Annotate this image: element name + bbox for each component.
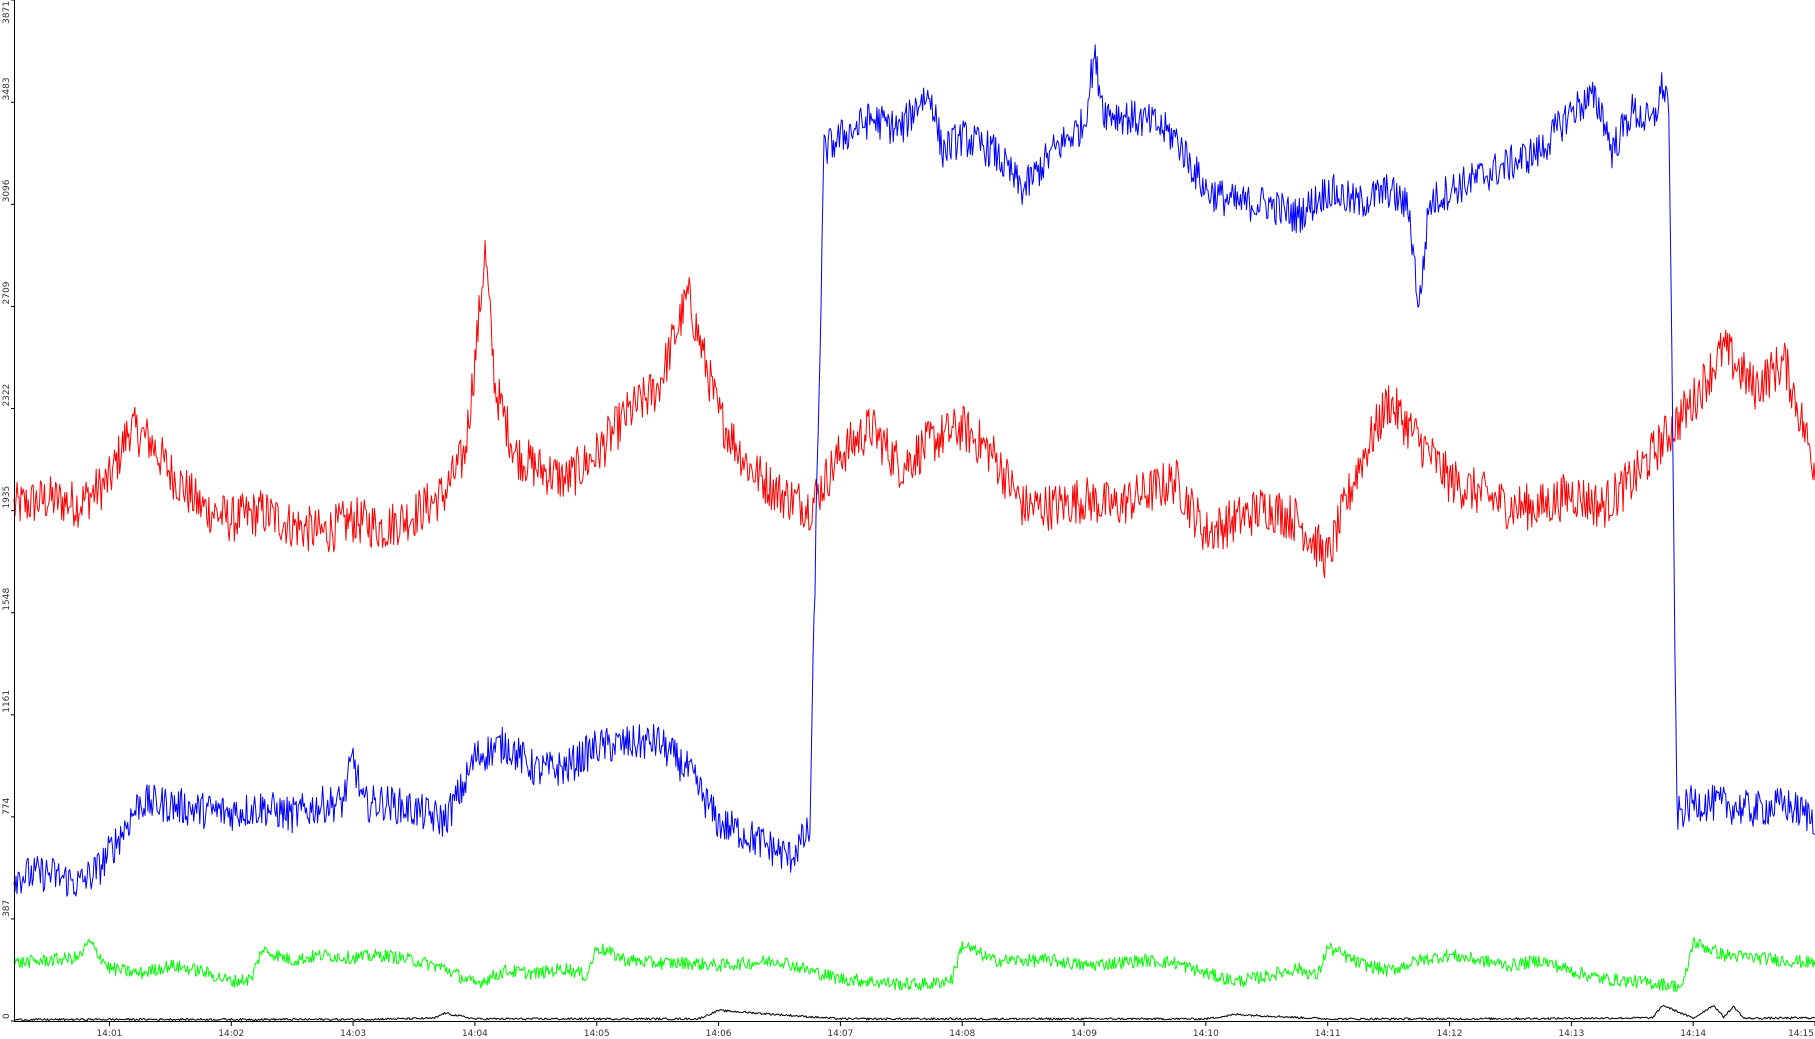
y-tick-label: 0 (2, 1013, 12, 1019)
series-line-2 (13, 44, 1815, 897)
x-tick-label: 14:12 (1437, 1029, 1463, 1039)
x-tick-label: 14:15 (1788, 1029, 1814, 1039)
x-tick-label: 14:09 (1071, 1029, 1097, 1039)
series-layer (13, 44, 1815, 1022)
y-tick-label: 3483 (2, 77, 12, 100)
series-line-3 (13, 937, 1815, 993)
x-tick-label: 14:06 (706, 1029, 732, 1039)
y-tick-label: 3096 (2, 179, 12, 202)
y-tick-label: 1161 (2, 690, 12, 713)
y-tick-label: 2709 (2, 281, 12, 304)
x-tick-label: 14:11 (1315, 1029, 1341, 1039)
series-line-4 (13, 1005, 1815, 1022)
x-tick-label: 14:02 (218, 1029, 244, 1039)
x-tick-label: 14:07 (827, 1029, 853, 1039)
x-tick-label: 14:05 (584, 1029, 610, 1039)
y-tick-label: 1548 (2, 588, 12, 611)
y-tick-label: 3871 (2, 1, 12, 24)
x-tick-label: 14:04 (462, 1029, 488, 1039)
x-tick-label: 14:13 (1558, 1029, 1584, 1039)
x-tick-label: 14:10 (1193, 1029, 1219, 1039)
y-tick-label: 774 (2, 797, 12, 814)
x-tick-label: 14:03 (340, 1029, 366, 1039)
x-tick-label: 14:08 (949, 1029, 975, 1039)
y-tick-label: 2322 (2, 384, 12, 407)
x-tick-label: 14:01 (96, 1029, 122, 1039)
y-tick-label: 1935 (2, 486, 12, 509)
y-tick-label: 387 (2, 900, 12, 917)
x-tick-labels: 14:01 14:02 14:03 14:04 14:05 14:06 14:07 14:08… (96, 1021, 1815, 1039)
y-tick-labels: 0 387 774 1161 1548 1935 2322 2709 3096 3483 3871 (2, 0, 15, 1022)
x-tick-label: 14:14 (1680, 1029, 1706, 1039)
series-line-1 (13, 240, 1815, 579)
